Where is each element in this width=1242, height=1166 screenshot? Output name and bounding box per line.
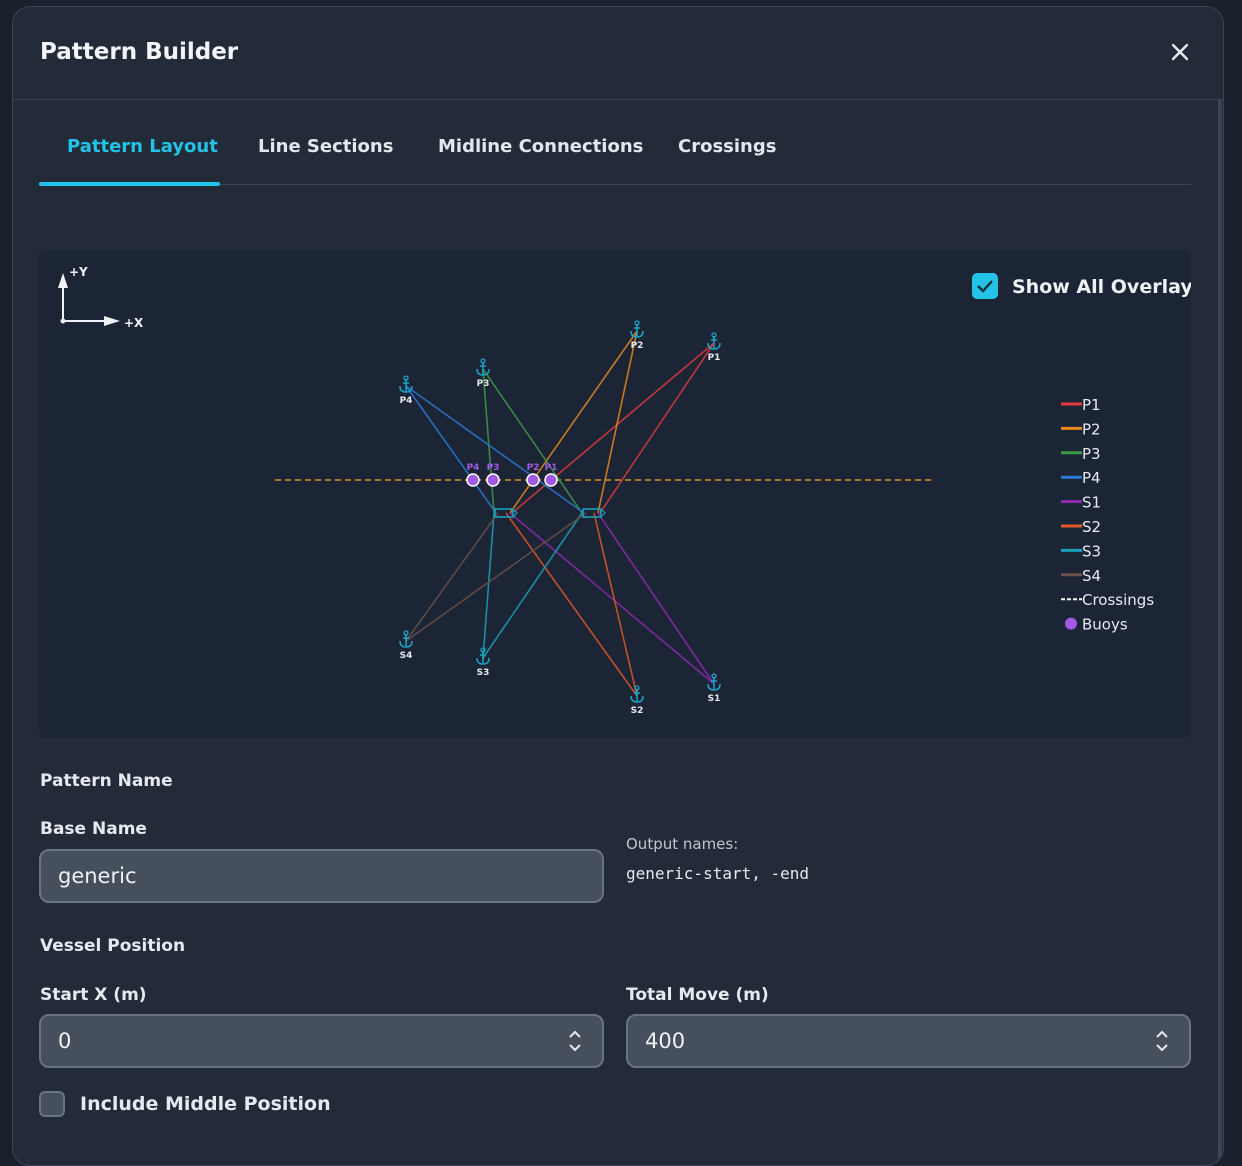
buoy-label: P2 xyxy=(527,463,540,473)
legend-label: P2 xyxy=(1082,420,1101,438)
mooring-line xyxy=(405,512,499,642)
mooring-line xyxy=(405,385,585,514)
buoy xyxy=(544,473,558,487)
legend-label: P3 xyxy=(1082,445,1101,463)
anchor-ring xyxy=(480,358,486,364)
mooring-line xyxy=(597,330,638,514)
anchor-icon xyxy=(630,689,644,703)
overlay-checkbox[interactable] xyxy=(972,273,998,299)
overlay-label[interactable]: Show All Overlay xyxy=(1012,276,1193,298)
anchor-label: S3 xyxy=(477,668,490,678)
mooring-line xyxy=(405,385,497,514)
mooring-line xyxy=(405,512,587,642)
anchor-icon xyxy=(707,677,721,691)
mooring-line xyxy=(482,512,583,659)
legend-label: P4 xyxy=(1082,469,1101,487)
axis-label: +X xyxy=(124,316,144,330)
axis-label: +Y xyxy=(69,265,88,279)
axis-arrows xyxy=(58,273,120,326)
mooring-line xyxy=(505,512,638,697)
anchor-ring xyxy=(634,320,640,326)
anchor-label: S4 xyxy=(400,651,413,661)
vessel-bow xyxy=(513,509,518,517)
layout-panel: +Y +X Show All Overlay P1 P2 P3 P4 S1 S2 S3 S4 P… xyxy=(39,250,1193,738)
anchor-ring xyxy=(480,647,486,653)
buoy xyxy=(486,473,500,487)
output-label: Output names: xyxy=(626,835,739,853)
anchor-icon xyxy=(476,362,490,376)
vessel xyxy=(582,508,602,518)
mooring-line xyxy=(593,512,638,697)
legend-label: S2 xyxy=(1082,518,1101,536)
dialog-title: Pattern Builder xyxy=(40,39,239,65)
buoy-label: P1 xyxy=(545,463,558,473)
anchor-label: S1 xyxy=(708,694,721,704)
spinner[interactable] xyxy=(1153,1028,1171,1054)
anchor-icon xyxy=(399,379,413,393)
scrollbar[interactable] xyxy=(1218,99,1222,1159)
layout-diagram: +Y +X Show All Overlay P1 P2 P3 P4 S1 S2 S3 S4 P… xyxy=(58,265,1193,716)
anchor-label: P3 xyxy=(477,379,490,389)
mooring-line xyxy=(482,368,495,514)
number-input[interactable]: 0 xyxy=(39,1014,604,1068)
legend-label: S4 xyxy=(1082,567,1101,585)
dialog-header xyxy=(13,7,1223,100)
anchor-ring xyxy=(634,685,640,691)
checkbox[interactable] xyxy=(39,1091,65,1117)
vessel xyxy=(494,508,514,518)
anchor-label: S2 xyxy=(631,706,644,716)
anchor-ring xyxy=(711,332,717,338)
anchor-label: P1 xyxy=(708,353,721,363)
mooring-line xyxy=(511,342,715,514)
axis-origin xyxy=(60,318,66,324)
tab[interactable]: Line Sections xyxy=(258,136,394,157)
legend-label: P1 xyxy=(1082,396,1101,414)
checkmark xyxy=(977,280,993,293)
anchor-label: P4 xyxy=(400,396,413,406)
checkbox-label[interactable]: Include Middle Position xyxy=(80,1093,331,1115)
close-button[interactable] xyxy=(1169,41,1191,63)
section-heading: Pattern Name xyxy=(40,771,173,791)
field-label: Total Move (m) xyxy=(626,985,769,1005)
tab-indicator xyxy=(39,182,220,186)
vessel-bow xyxy=(601,509,606,517)
mooring-line xyxy=(597,512,715,685)
legend-label: Buoys xyxy=(1082,616,1128,634)
buoy-label: P3 xyxy=(487,463,500,473)
buoy xyxy=(466,473,480,487)
legend-label: S1 xyxy=(1082,494,1101,512)
legend-label: Crossings xyxy=(1082,591,1154,609)
text-input[interactable]: generic xyxy=(39,849,604,903)
anchor-ring xyxy=(403,630,409,636)
anchor-icon xyxy=(399,634,413,648)
field-label: Start X (m) xyxy=(40,985,147,1005)
mooring-line xyxy=(509,512,715,685)
anchor-ring xyxy=(403,375,409,381)
tab[interactable]: Crossings xyxy=(678,136,777,157)
section-heading: Vessel Position xyxy=(40,936,186,956)
anchor-label: P2 xyxy=(631,341,644,351)
mooring-line xyxy=(599,342,715,514)
anchor-icon xyxy=(707,336,721,350)
anchor-icon xyxy=(476,651,490,665)
anchor-ring xyxy=(711,673,717,679)
legend-swatch xyxy=(1065,617,1077,630)
tab[interactable]: Midline Connections xyxy=(438,136,644,157)
tab-divider xyxy=(39,184,1191,185)
buoy xyxy=(526,473,540,487)
spinner[interactable] xyxy=(566,1028,584,1054)
axis-lines xyxy=(62,276,112,322)
output-value: generic-start, -end xyxy=(626,864,810,883)
number-input[interactable]: 400 xyxy=(626,1014,1191,1068)
anchor-icon xyxy=(630,324,644,338)
mooring-line xyxy=(482,368,583,514)
field-label: Base Name xyxy=(40,819,147,839)
buoy-label: P4 xyxy=(467,463,480,473)
mooring-line xyxy=(482,512,495,659)
legend-label: S3 xyxy=(1082,542,1101,560)
tab[interactable]: Pattern Layout xyxy=(67,136,218,157)
